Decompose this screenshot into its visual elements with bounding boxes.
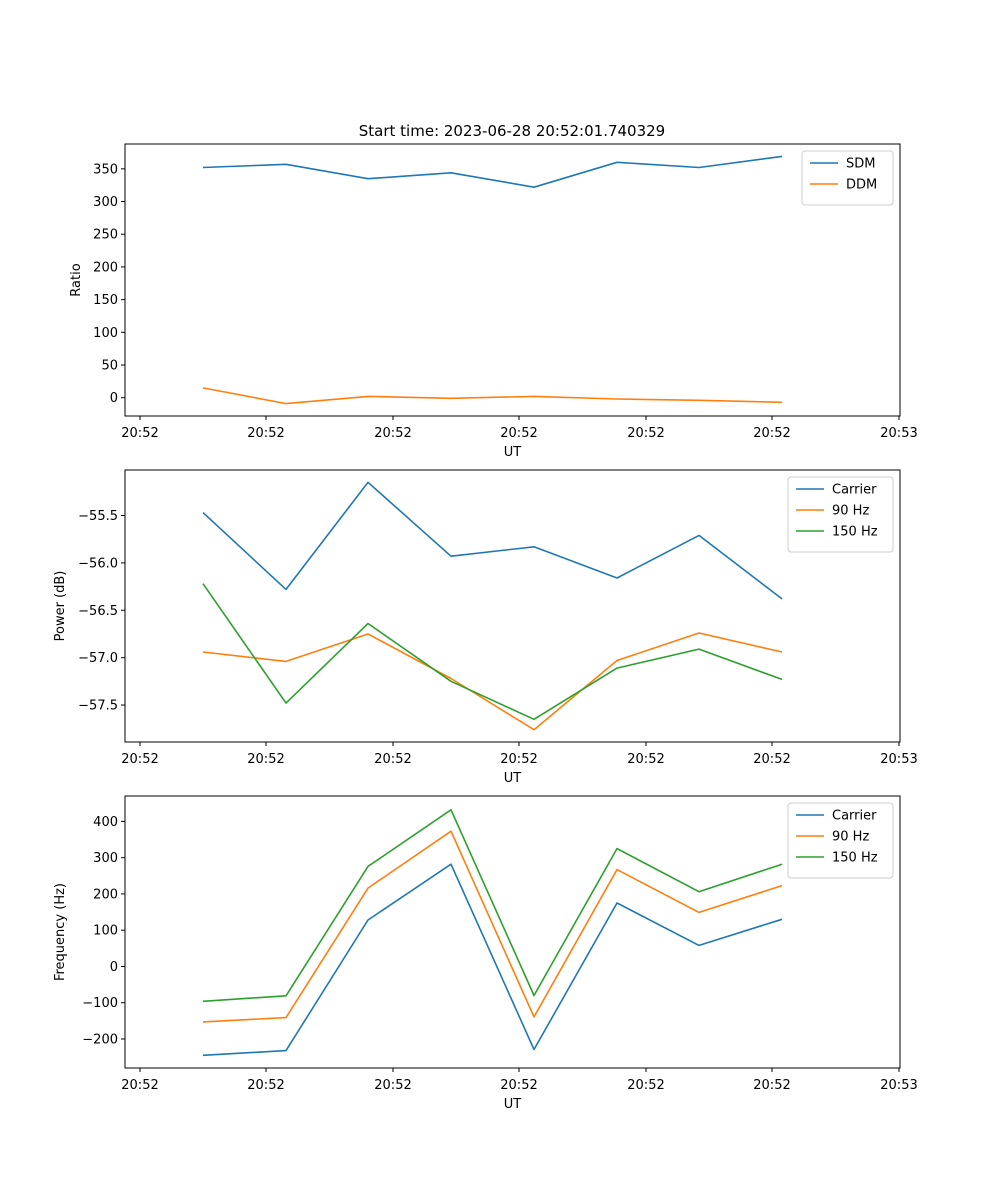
series-line-carrier (202, 481, 783, 600)
subplot-1: 0 50 100 150 200 250 300 350 20:52 20:52 20:52 20:5… (69, 143, 918, 460)
x-tick-label: 20:52 (500, 752, 537, 767)
figure-title: Start time: 2023-06-28 20:52:01.740329 (359, 122, 665, 140)
y-tick-label: 0 (110, 391, 118, 406)
x-tick-label: 20:52 (121, 752, 158, 767)
series-line-carrier (202, 863, 783, 1057)
x-tick-label: 20:53 (880, 426, 917, 441)
x-axis-label: UT (504, 445, 522, 460)
series-line-ddm (202, 387, 783, 405)
legend-box (787, 802, 894, 879)
x-tick-label: 20:52 (500, 1078, 537, 1093)
x-tick-label: 20:52 (121, 426, 158, 441)
axes-frame (124, 795, 901, 1069)
legend-label: DDM (846, 178, 877, 193)
x-tick-label: 20:52 (247, 1078, 284, 1093)
legend-label: 150 Hz (832, 525, 878, 540)
y-tick-label: 300 (93, 195, 118, 210)
axes-frame (124, 143, 901, 417)
legend-label: Carrier (832, 483, 877, 498)
legend: SDM DDM (801, 150, 894, 206)
y-tick-label: −200 (82, 1032, 118, 1047)
x-tick-label: 20:52 (374, 426, 411, 441)
legend: Carrier 90 Hz 150 Hz (787, 476, 894, 553)
axes-frame (124, 469, 901, 743)
series-line-sdm (202, 155, 783, 188)
series-line-90-hz (202, 632, 783, 731)
y-tick-label: 50 (101, 359, 118, 374)
y-tick-label: 200 (93, 260, 118, 275)
y-tick-label: 400 (93, 815, 118, 830)
y-axis-label: Power (dB) (53, 571, 68, 642)
y-tick-label: 200 (93, 887, 118, 902)
x-tick-label: 20:52 (374, 752, 411, 767)
y-tick-label: 150 (93, 293, 118, 308)
x-tick-label: 20:52 (121, 1078, 158, 1093)
y-tick-label: 350 (93, 162, 118, 177)
x-tick-label: 20:52 (627, 426, 664, 441)
series-line-150-hz (202, 808, 783, 1003)
legend-label: 150 Hz (832, 851, 878, 866)
series-line-90-hz (202, 830, 783, 1023)
x-axis-label: UT (504, 771, 522, 786)
y-axis-label: Frequency (Hz) (53, 883, 68, 981)
x-tick-label: 20:52 (753, 1078, 790, 1093)
x-tick-label: 20:52 (753, 752, 790, 767)
x-tick-label: 20:52 (500, 426, 537, 441)
subplot-2: −57.5 −57.0 −56.5 −56.0 −55.5 20:52 20:52 20:52… (53, 469, 918, 786)
x-tick-label: 20:52 (627, 1078, 664, 1093)
legend-label: SDM (846, 157, 875, 172)
x-tick-label: 20:52 (627, 752, 664, 767)
legend-box (801, 150, 894, 206)
x-tick-label: 20:52 (247, 426, 284, 441)
y-tick-label: 100 (93, 924, 118, 939)
y-tick-label: −57.5 (78, 699, 118, 714)
series-line-150-hz (202, 583, 783, 721)
y-tick-label: 250 (93, 228, 118, 243)
subplot-3: −200 −100 0 100 200 300 400 20:52 20:52 20:52 20:5… (53, 795, 918, 1112)
y-tick-label: 100 (93, 326, 118, 341)
y-tick-label: −56.0 (78, 556, 118, 571)
x-axis-label: UT (504, 1097, 522, 1112)
y-tick-label: 300 (93, 851, 118, 866)
y-axis-label: Ratio (69, 263, 84, 296)
x-tick-label: 20:52 (247, 752, 284, 767)
legend-box (787, 476, 894, 553)
x-tick-label: 20:52 (753, 426, 790, 441)
x-tick-label: 20:53 (880, 1078, 917, 1093)
x-tick-label: 20:52 (374, 1078, 411, 1093)
legend-label: 90 Hz (832, 830, 869, 845)
y-tick-label: −57.0 (78, 651, 118, 666)
subplots: 0 50 100 150 200 250 300 350 20:52 20:52 20:52 20:5… (53, 143, 918, 1112)
x-tick-label: 20:53 (880, 752, 917, 767)
y-tick-label: −100 (82, 996, 118, 1011)
legend: Carrier 90 Hz 150 Hz (787, 802, 894, 879)
y-tick-label: −56.5 (78, 604, 118, 619)
legend-label: 90 Hz (832, 504, 869, 519)
legend-label: Carrier (832, 809, 877, 824)
y-tick-label: −55.5 (78, 509, 118, 524)
y-tick-label: 0 (110, 960, 118, 975)
